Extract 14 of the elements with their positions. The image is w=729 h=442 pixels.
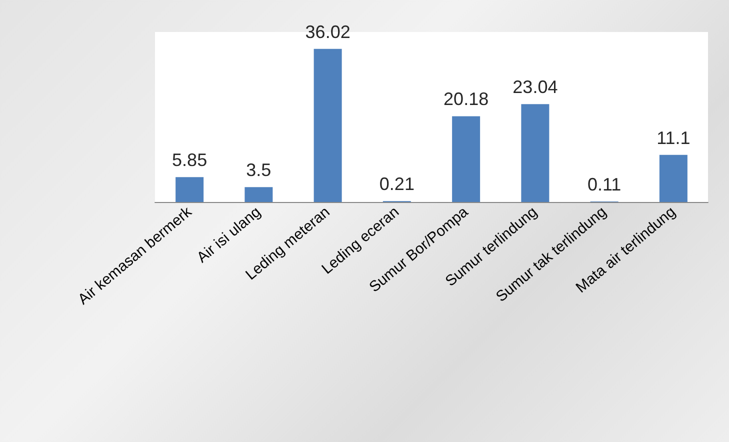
bar (452, 116, 480, 202)
data-label: 36.02 (305, 22, 350, 42)
data-label: 0.21 (379, 174, 414, 194)
bar (176, 177, 204, 202)
data-label: 0.11 (587, 174, 622, 195)
data-label: 3.5 (246, 160, 272, 180)
bar (521, 104, 550, 202)
data-label: 23.04 (512, 77, 558, 98)
bar (244, 187, 273, 202)
data-label: 11.1 (656, 128, 690, 148)
bar (659, 154, 688, 202)
data-label: 20.18 (444, 89, 489, 110)
bar (314, 48, 342, 202)
data-label: 5.85 (172, 150, 208, 170)
